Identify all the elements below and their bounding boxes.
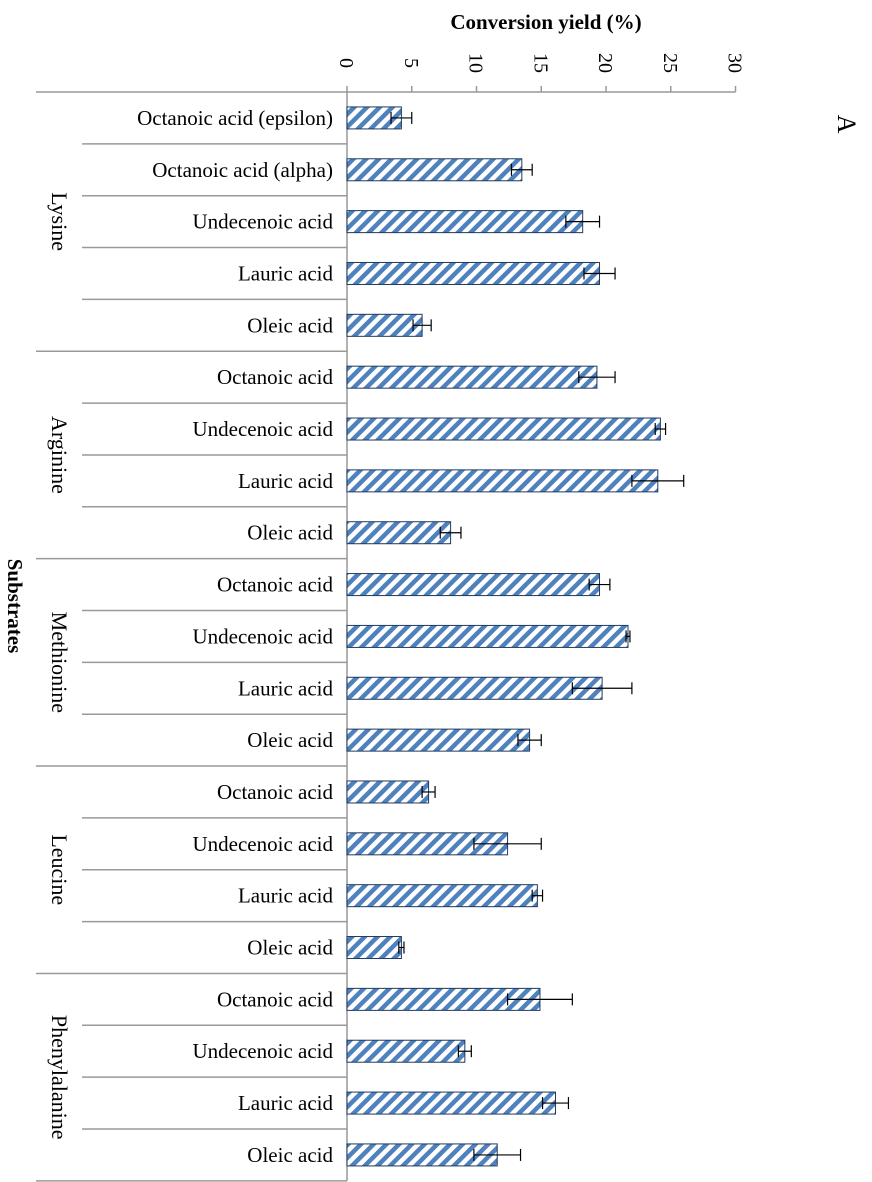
category-label: Lauric acid [238, 261, 334, 285]
x-tick-label: 0 [335, 58, 357, 68]
bar [346, 1039, 466, 1063]
category-label: Oleic acid [247, 1143, 333, 1167]
group-label: Lysine [47, 192, 72, 251]
bar [346, 313, 423, 337]
category-label: Octanoic acid (alpha) [152, 158, 333, 182]
category-label: Undecenoic acid [192, 1039, 333, 1063]
x-axis-title: Conversion yield (%) [450, 10, 641, 34]
category-label: Lauric acid [238, 1091, 334, 1115]
bar [346, 573, 601, 597]
category-label: Oleic acid [247, 728, 333, 752]
bar [346, 884, 538, 908]
bar [346, 365, 598, 389]
category-label: Octanoic acid [217, 780, 334, 804]
y-axis-title: Substrates [3, 559, 27, 654]
category-label: Octanoic acid [217, 365, 334, 389]
bar [346, 936, 402, 960]
x-tick-label: 5 [400, 58, 422, 68]
category-label: Undecenoic acid [192, 832, 333, 856]
x-tick-label: 30 [724, 53, 746, 73]
bars-layer [346, 106, 685, 1167]
bar [346, 728, 531, 752]
bar [346, 417, 661, 441]
category-label: Octanoic acid [217, 987, 334, 1011]
bar [346, 158, 523, 182]
category-label: Oleic acid [247, 936, 333, 960]
group-label: Methionine [47, 612, 72, 713]
group-label: Arginine [47, 416, 72, 494]
bar [346, 469, 659, 493]
category-label: Lauric acid [238, 884, 334, 908]
bar [346, 676, 603, 700]
category-label: Undecenoic acid [192, 417, 333, 441]
bar [346, 521, 452, 545]
category-label: Octanoic acid (epsilon) [137, 106, 333, 130]
bar [346, 780, 430, 804]
axis-layer [36, 86, 737, 1182]
category-label: Undecenoic acid [192, 210, 333, 234]
category-label: Lauric acid [238, 469, 334, 493]
category-label: Undecenoic acid [192, 624, 333, 648]
x-tick-label: 25 [659, 53, 681, 73]
bar [346, 624, 629, 648]
x-tick-label: 10 [465, 53, 487, 73]
category-label: Lauric acid [238, 676, 334, 700]
bar [346, 210, 584, 234]
x-tick-label: 20 [594, 53, 616, 73]
x-tick-label: 15 [529, 53, 551, 73]
labels-layer: 0 5 10 15 20 25 30 Octanoic acid (epsilon) Octan… [47, 53, 746, 1167]
bar [346, 261, 601, 285]
group-label: Leucine [47, 834, 72, 905]
bar [346, 1091, 556, 1115]
panel-label: A [832, 115, 861, 134]
category-label: Octanoic acid [217, 573, 334, 597]
group-label: Phenylalanine [47, 1015, 72, 1140]
category-label: Oleic acid [247, 313, 333, 337]
category-label: Oleic acid [247, 521, 333, 545]
